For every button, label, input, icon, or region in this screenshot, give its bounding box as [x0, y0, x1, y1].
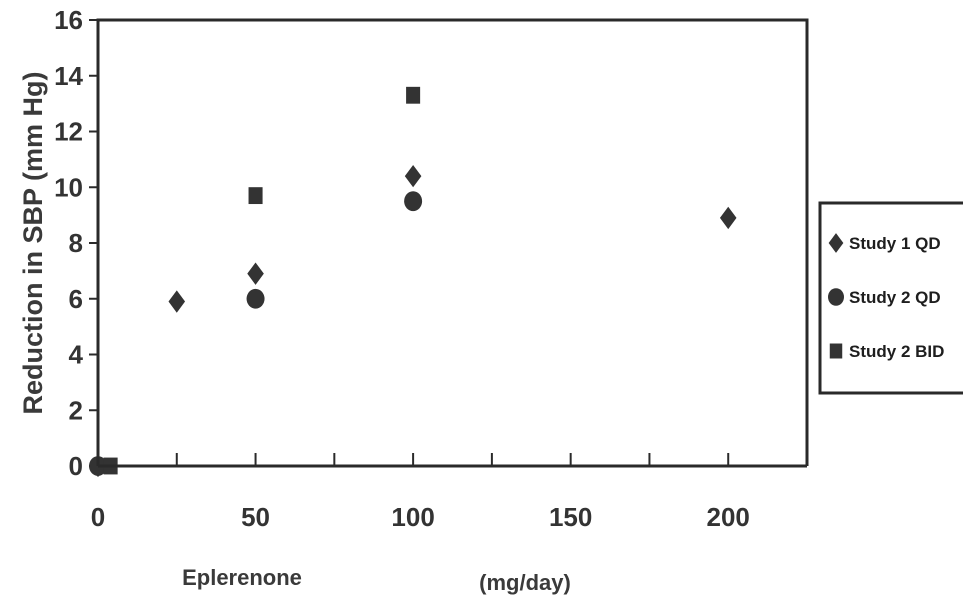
point-study-2-bid: [248, 187, 263, 205]
y-tick-label: 16: [54, 5, 83, 35]
legend-marker-diamond: [828, 233, 844, 253]
legend-marker-square: [829, 343, 843, 359]
legend-label: Study 2 BID: [849, 342, 944, 361]
y-tick-label: 0: [69, 451, 83, 481]
y-tick-label: 12: [54, 117, 83, 147]
x-axis-title: Eplerenone: [182, 565, 302, 590]
y-tick-label: 6: [69, 284, 83, 314]
x-tick-label: 200: [707, 502, 750, 532]
y-tick-label: 2: [69, 395, 83, 425]
point-study-1-qd: [404, 164, 422, 188]
plot-frame: [96, 18, 809, 466]
tick-marks: [89, 19, 730, 467]
x-axis-unit: (mg/day): [479, 570, 571, 595]
x-tick-label: 50: [241, 502, 270, 532]
point-study-2-bid: [406, 86, 421, 104]
x-tick-label: 100: [391, 502, 434, 532]
y-tick-label: 14: [54, 61, 83, 91]
x-tick-label: 150: [549, 502, 592, 532]
y-tick-label: 10: [54, 172, 83, 202]
y-tick-label: 8: [69, 228, 83, 258]
point-study-1-qd: [247, 262, 264, 285]
point-study-1-qd: [719, 206, 737, 230]
data-points: [89, 86, 737, 478]
point-study-2-qd: [404, 191, 423, 212]
legend-label: Study 1 QD: [849, 234, 941, 253]
legend-label: Study 2 QD: [849, 288, 941, 307]
legend: Study 1 QD Study 2 QD Study 2 BID: [818, 201, 963, 395]
y-axis-title: Reduction in SBP (mm Hg): [18, 71, 48, 414]
legend-marker-circle: [828, 288, 844, 306]
point-study-1-qd: [168, 290, 186, 313]
x-tick-labels: 0 50 100 150 200: [91, 502, 750, 532]
x-tick-label: 0: [91, 502, 105, 532]
y-tick-label: 4: [69, 340, 84, 370]
y-tick-labels: 0 2 4 6 8 10 12 14 16: [54, 5, 83, 481]
point-study-2-qd: [246, 288, 265, 309]
